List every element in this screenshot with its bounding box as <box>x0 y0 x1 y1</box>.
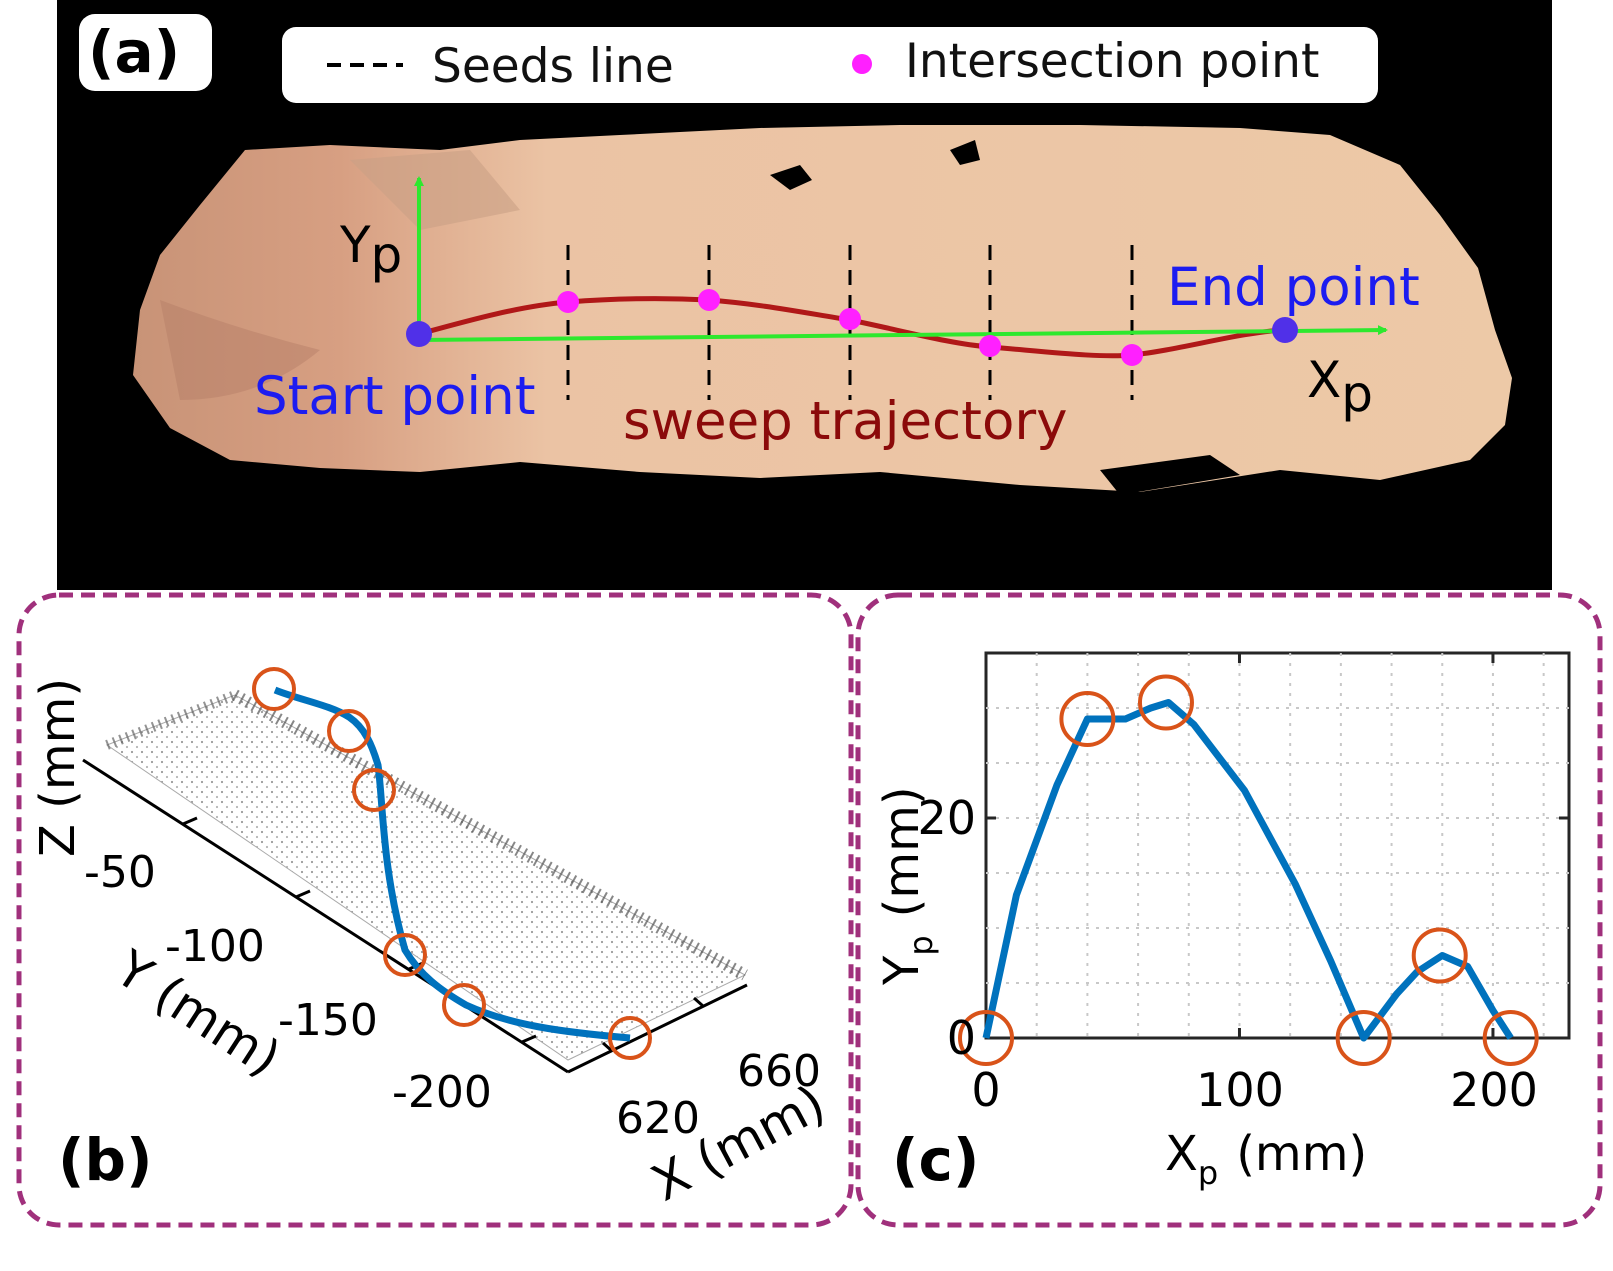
y-axis-label: Yp(mm) <box>874 786 940 986</box>
start-point-label: Start point <box>254 366 536 427</box>
y-axis-line <box>82 758 569 1074</box>
highlight-circle <box>1482 1010 1539 1066</box>
point-cloud-back-edge <box>232 689 748 981</box>
intersection-point <box>979 335 1001 357</box>
x-tick-label: 100 <box>1196 1063 1284 1117</box>
point-cloud-left-edge <box>105 690 237 750</box>
intersection-circle <box>252 667 296 711</box>
intersection-circle <box>442 983 486 1027</box>
trajectory-3d-markers <box>252 667 652 1060</box>
y-tick-label: 20 <box>917 791 976 845</box>
panel-c: 0 100 200 0 20 Xp (mm) Yp(mm) (c) <box>855 592 1603 1228</box>
end-point-marker <box>1272 317 1298 343</box>
panel-c-frame <box>855 592 1603 1228</box>
x-tick-label: 660 <box>737 1046 821 1097</box>
tissue-shadow <box>350 150 520 230</box>
y-tick-label: -200 <box>392 1067 492 1118</box>
intersection-point <box>839 308 861 330</box>
intersection-point <box>1121 344 1143 366</box>
panel-c-label: (c) <box>892 1126 979 1194</box>
legend-box <box>282 27 1378 103</box>
intersection-point <box>557 291 579 313</box>
intersection-circle <box>327 709 371 753</box>
yp-axis-label: Yp <box>339 216 402 284</box>
x-tick-label: 200 <box>1450 1063 1538 1117</box>
panel-a-label: (a) <box>88 18 180 86</box>
x-tick-label: 0 <box>971 1063 1000 1117</box>
start-point-marker <box>406 321 432 347</box>
legend-intersection-text: Intersection point <box>905 34 1319 89</box>
panel-b-frame <box>16 592 854 1228</box>
tissue-holes <box>770 140 1240 495</box>
x-axis-line <box>567 983 748 1074</box>
highlight-circle <box>1335 1010 1392 1066</box>
highlight-circle <box>1137 674 1194 731</box>
x-tick-label: 620 <box>616 1093 700 1144</box>
y-tick-label: -100 <box>165 921 265 972</box>
highlight-markers <box>958 674 1539 1066</box>
sweep-trajectory-label: sweep trajectory <box>623 391 1068 452</box>
highlight-circle <box>958 1010 1014 1066</box>
y-tick-label: -150 <box>278 995 378 1046</box>
panel-a: Seeds line Intersection point (a) <box>57 0 1552 590</box>
trajectory-3d-curve <box>273 686 631 1042</box>
xp-axis-arrow <box>418 325 1388 342</box>
y-tick-label: 0 <box>947 1011 976 1065</box>
legend-intersection-marker <box>852 54 872 74</box>
x-axis-ticks <box>602 996 704 1053</box>
intersection-points <box>557 289 1143 366</box>
intersection-circle <box>352 768 396 812</box>
axis-ticks <box>984 653 1569 1040</box>
x-axis-label: Xp (mm) <box>1165 1126 1367 1192</box>
y-tick-label: -50 <box>84 847 156 898</box>
end-point-label: End point <box>1167 257 1420 318</box>
highlight-circle <box>1411 927 1468 984</box>
intersection-circle <box>608 1016 652 1060</box>
panel-b: Z (mm) -50 -100 -150 -200 Y (mm) 620 660… <box>16 592 854 1228</box>
tissue-dark-fold <box>160 300 320 400</box>
panel-b-label: (b) <box>58 1126 153 1194</box>
intersection-point <box>698 289 720 311</box>
highlight-circle <box>1059 691 1116 747</box>
xp-axis-label: Xp <box>1307 351 1373 423</box>
intersection-circle <box>383 933 427 977</box>
z-axis-label: Z (mm) <box>30 678 86 857</box>
panel-a-label-box <box>79 14 212 91</box>
legend-seeds-line-text: Seeds line <box>432 39 674 94</box>
data-series-line <box>982 699 1514 1042</box>
